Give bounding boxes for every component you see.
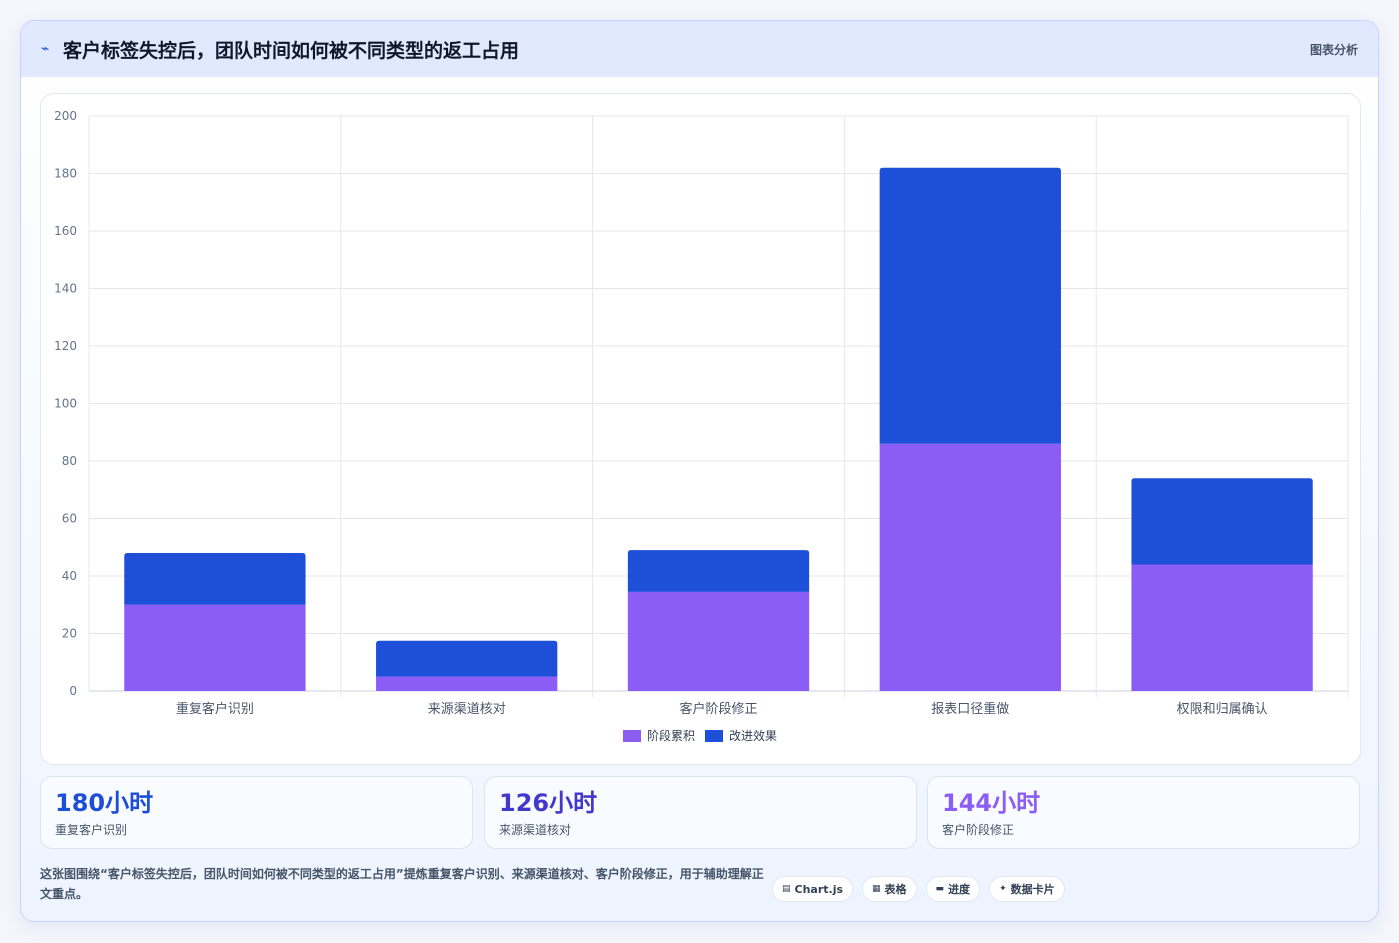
grid-icon: ▦	[872, 884, 881, 894]
stat-label: 客户阶段修正	[942, 823, 1015, 837]
chart-description: 这张图围绕“客户标签失控后，团队时间如何被不同类型的返工占用”提炼重复客户识别、…	[40, 867, 764, 901]
table-icon: ▤	[782, 884, 791, 894]
x-tick-label: 来源渠道核对	[428, 702, 506, 717]
y-tick-label: 160	[54, 224, 77, 238]
stat-value: 180小时	[55, 789, 154, 817]
x-tick-label: 权限和归属确认	[1177, 701, 1268, 717]
y-tick-label: 20	[62, 627, 77, 641]
stacked-bar-chart: 0 20 40 60 80 100 120 140 160 180 200 重复客户识别 来源渠道核对 客…	[54, 109, 1349, 743]
stat-label: 来源渠道核对	[499, 823, 572, 837]
x-tick-label: 客户阶段修正	[679, 701, 757, 717]
sparkle-icon: ✦	[999, 884, 1007, 894]
page-title: 客户标签失控后，团队时间如何被不同类型的返工占用	[63, 39, 520, 62]
stat-value: 144小时	[942, 789, 1041, 817]
pill-chartjs[interactable]: ▤ Chart.js	[772, 876, 854, 902]
bar-segment-2	[879, 167, 1061, 444]
bar-segment-2	[627, 550, 810, 592]
pill-label: Chart.js	[794, 882, 844, 896]
card-header: ⌁ 客户标签失控后，团队时间如何被不同类型的返工占用 图表分析	[21, 21, 1378, 77]
y-tick-label: 200	[54, 109, 77, 123]
pill-data-card[interactable]: ✦ 数据卡片	[989, 876, 1065, 902]
progress-icon: ▬	[935, 884, 945, 894]
y-tick-label: 0	[69, 684, 77, 698]
y-tick-label: 100	[54, 397, 77, 411]
bar-segment-1	[376, 676, 558, 691]
y-tick-label: 120	[54, 339, 77, 353]
bar-segment-1	[879, 443, 1061, 691]
stat-card-1: 180小时 重复客户识别	[40, 776, 473, 849]
x-tick-label: 报表口径重做	[931, 701, 1009, 717]
y-tick-label: 180	[54, 167, 77, 181]
bar-segment-2	[124, 553, 306, 605]
legend-swatch	[705, 730, 723, 742]
x-tick-label: 重复客户识别	[176, 701, 254, 717]
bar-segment-1	[627, 591, 810, 691]
stat-label: 重复客户识别	[55, 823, 128, 837]
y-tick-label: 40	[62, 569, 77, 583]
stat-card-2: 126小时 来源渠道核对	[484, 776, 917, 849]
header-tag: 图表分析	[1309, 42, 1358, 57]
stat-value: 126小时	[499, 789, 598, 817]
pill-label: 表格	[884, 883, 907, 896]
legend-label: 改进效果	[729, 728, 777, 743]
pill-label: 数据卡片	[1010, 883, 1055, 896]
tag-pills: ▤ Chart.js ▦ 表格 ▬ 进度 ✦ 数据卡片	[772, 876, 1065, 902]
y-tick-label: 140	[54, 282, 77, 296]
chart-panel: 0 20 40 60 80 100 120 140 160 180 200 重复客户识别 来源渠道核对 客…	[40, 93, 1361, 765]
bar-segment-1	[1131, 564, 1313, 691]
legend-swatch	[623, 730, 641, 742]
title-wrap: ⌁ 客户标签失控后，团队时间如何被不同类型的返工占用	[41, 36, 519, 63]
stat-card-3: 144小时 客户阶段修正	[927, 776, 1360, 849]
pill-label: 进度	[948, 883, 971, 896]
bar-segment-2	[1131, 478, 1313, 565]
legend-label: 阶段累积	[647, 728, 695, 743]
pill-table[interactable]: ▦ 表格	[862, 876, 917, 902]
bar-segment-1	[124, 604, 306, 691]
pill-progress[interactable]: ▬ 进度	[925, 876, 981, 902]
y-tick-label: 80	[62, 454, 77, 468]
chart-line-icon: ⌁	[41, 41, 50, 57]
bar-segment-2	[376, 640, 558, 677]
y-tick-label: 60	[62, 512, 77, 526]
chart-card: ⌁ 客户标签失控后，团队时间如何被不同类型的返工占用 图表分析 0 20 40 60 8…	[20, 20, 1379, 922]
